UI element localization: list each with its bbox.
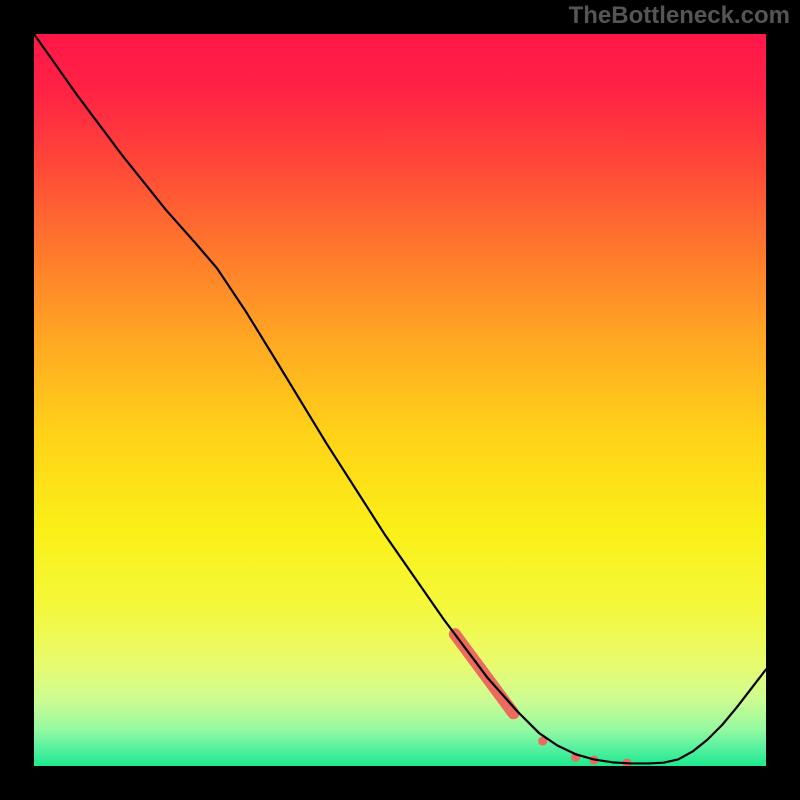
watermark-label: TheBottleneck.com [569,2,790,30]
chart-svg [34,34,766,766]
plot-area [34,34,766,766]
gradient-background [34,34,766,766]
chart-frame: TheBottleneck.com [0,0,800,800]
